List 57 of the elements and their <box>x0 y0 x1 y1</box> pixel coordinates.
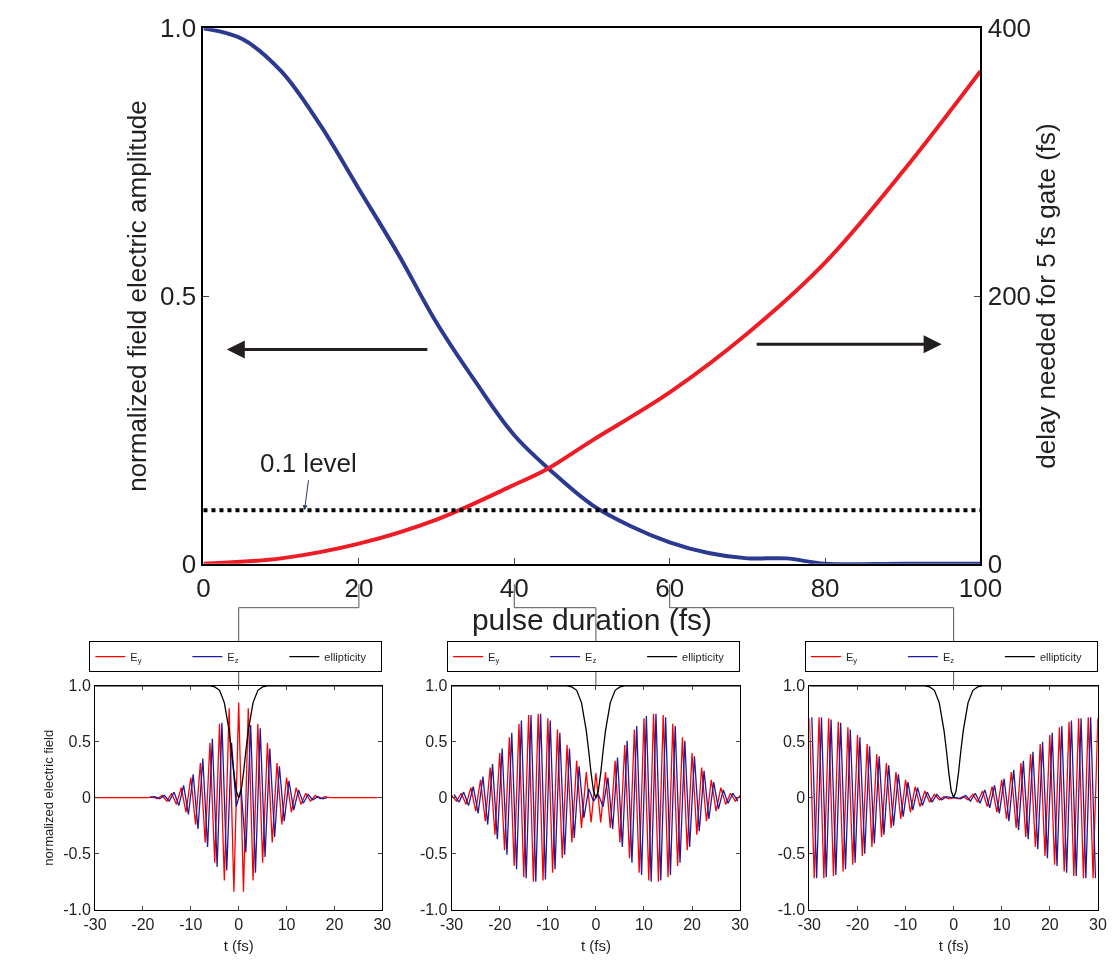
y-tick-label: -0.5 <box>777 845 806 863</box>
legend-label: ellipticity <box>682 650 725 663</box>
y-tick-label: 0.5 <box>425 733 448 751</box>
y-axis-title: normalized electric field <box>41 729 57 866</box>
legend-label: E$_{y}$ <box>845 650 858 666</box>
y-tick-label: 0 <box>796 789 806 807</box>
y2-tick-label: 400 <box>987 13 1032 44</box>
y2-axis-title: delay needed for 5 fs gate (fs) <box>1031 123 1062 469</box>
x-tick-label: 0 <box>234 915 244 933</box>
x-tick-label: 0 <box>591 915 601 933</box>
legend-label: ellipticity <box>324 650 367 663</box>
y2-tick-label: 200 <box>987 281 1032 312</box>
legend-label: ellipticity <box>1039 650 1082 663</box>
line-series <box>149 722 328 874</box>
y-tick-label: 1.0 <box>68 677 91 695</box>
y-tick-label: 0.5 <box>160 281 197 312</box>
y-tick-label: 1.0 <box>425 677 448 695</box>
legend-label: E$_{y}$ <box>488 650 500 666</box>
x-tick-label: -20 <box>845 915 870 933</box>
x-tick-label: 30 <box>373 915 392 933</box>
y-tick-label: 1.0 <box>782 677 806 695</box>
x-tick-label: -10 <box>894 915 918 933</box>
x-tick-label: 20 <box>325 915 344 933</box>
x-tick-label: 0 <box>949 915 959 933</box>
x-axis-title: t (fs) <box>223 936 254 954</box>
x-tick-label: 10 <box>635 915 653 933</box>
y-tick-label: 0.5 <box>782 733 806 751</box>
x-axis-title: t (fs) <box>580 936 611 954</box>
x-axis-title: t (fs) <box>938 936 969 954</box>
x-tick-label: 20 <box>1040 915 1059 933</box>
x-tick-label: 20 <box>683 915 702 933</box>
legend-label: E$_{z}$ <box>585 650 597 666</box>
x-tick-label: 80 <box>810 572 840 603</box>
y-tick-label: 0 <box>181 548 197 579</box>
y-tick-label: 0 <box>438 789 448 807</box>
y-tick-label: 0 <box>81 789 91 807</box>
y-tick-label: 1.0 <box>160 13 197 44</box>
y-tick-label: 0.5 <box>68 733 91 751</box>
x-axis-title: pulse duration (fs) <box>471 602 713 636</box>
y-axis-title: normalized field electric amplitude <box>122 100 153 492</box>
y-tick-label: -0.5 <box>63 845 91 863</box>
y-tick-label: -0.5 <box>419 845 448 863</box>
x-tick-label: 30 <box>731 915 750 933</box>
x-tick-label: 60 <box>655 572 685 603</box>
legend-label: E$_{y}$ <box>130 650 142 666</box>
x-tick-label: -10 <box>536 915 560 933</box>
x-tick-label: -20 <box>488 915 512 933</box>
x-tick-label: -20 <box>131 915 155 933</box>
x-tick-label: 40 <box>499 572 529 603</box>
x-tick-label: 30 <box>1088 915 1107 933</box>
x-tick-label: 10 <box>992 915 1011 933</box>
x-tick-label: 10 <box>277 915 296 933</box>
legend-label: E$_{z}$ <box>942 650 955 666</box>
legend-label: E$_{z}$ <box>227 650 239 666</box>
x-tick-label: -10 <box>179 915 203 933</box>
ref-line-label: 0.1 level <box>260 448 357 478</box>
x-tick-label: 20 <box>344 572 374 603</box>
